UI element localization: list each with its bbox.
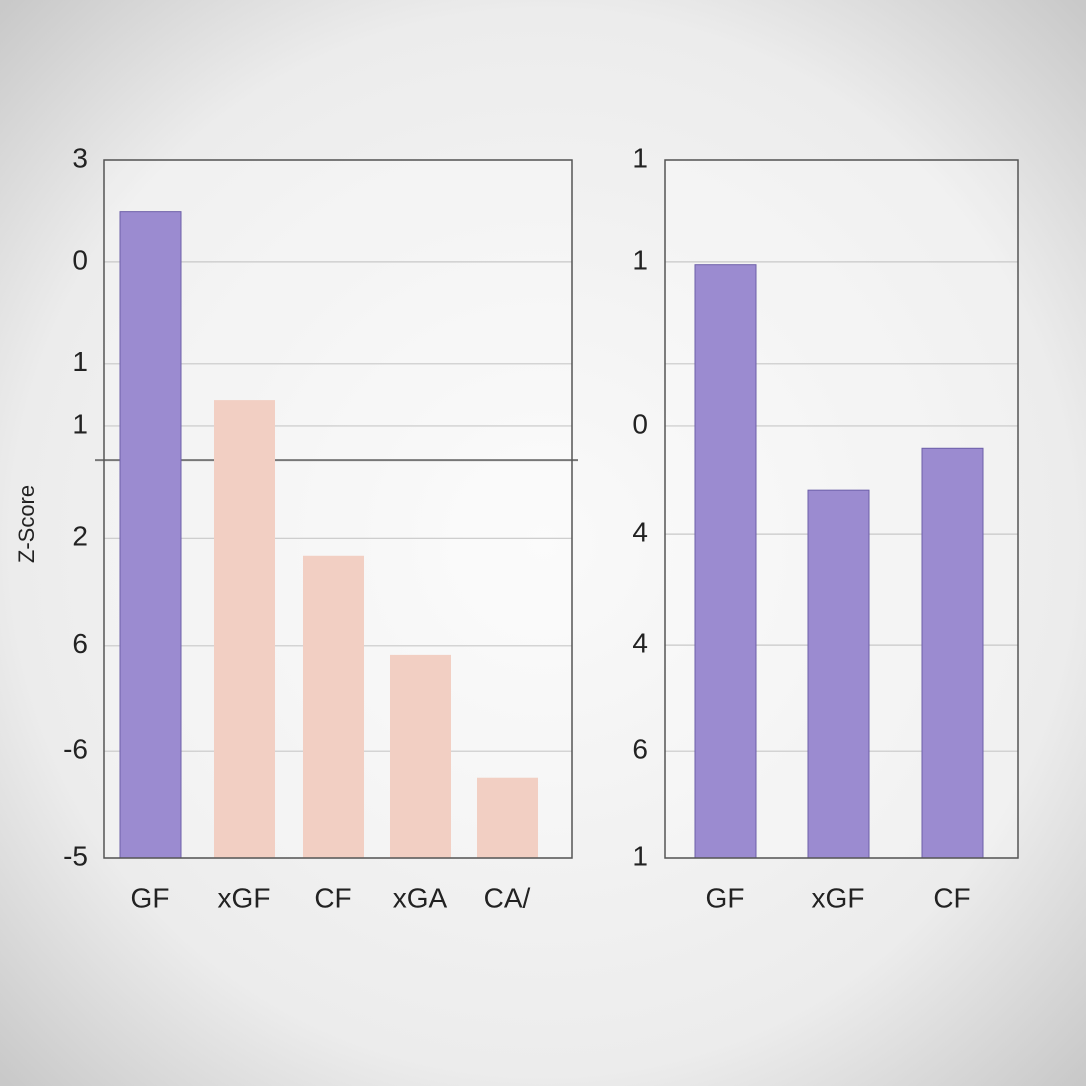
- x-tick-label: CF: [933, 882, 970, 913]
- plot-frame: [103, 159, 573, 859]
- y-axis-label: Z-Score: [14, 485, 39, 563]
- y-tick-label: 1: [632, 244, 648, 275]
- y-tick-label: 6: [632, 734, 648, 765]
- y-tick-label: 1: [632, 840, 648, 871]
- x-tick-label: CF: [314, 882, 351, 913]
- y-tick-label: 1: [72, 408, 88, 439]
- y-tick-label: 2: [72, 521, 88, 552]
- y-tick-label: 1: [72, 346, 88, 377]
- y-tick-label: -5: [63, 840, 88, 871]
- bar: [694, 264, 757, 859]
- y-tick-label: 1: [632, 142, 648, 173]
- x-tick-label: xGF: [218, 882, 271, 913]
- bar: [477, 777, 538, 858]
- y-tick-label: 4: [632, 517, 648, 548]
- bar: [390, 654, 451, 858]
- y-tick-label: 3: [72, 142, 88, 173]
- y-tick-label: 4: [632, 628, 648, 659]
- plot-frame: [664, 159, 1019, 859]
- x-tick-label: GF: [131, 882, 170, 913]
- bar: [921, 447, 984, 859]
- x-tick-label: CA/: [484, 882, 531, 913]
- x-tick-label: xGF: [812, 882, 865, 913]
- y-tick-label: -6: [63, 734, 88, 765]
- bar: [214, 400, 275, 858]
- y-tick-label: 0: [632, 408, 648, 439]
- bar: [807, 489, 870, 859]
- y-tick-label: 0: [72, 244, 88, 275]
- x-tick-label: GF: [706, 882, 745, 913]
- bar: [119, 211, 182, 859]
- x-tick-label: xGA: [393, 882, 448, 913]
- bar: [303, 555, 364, 858]
- y-tick-label: 6: [72, 628, 88, 659]
